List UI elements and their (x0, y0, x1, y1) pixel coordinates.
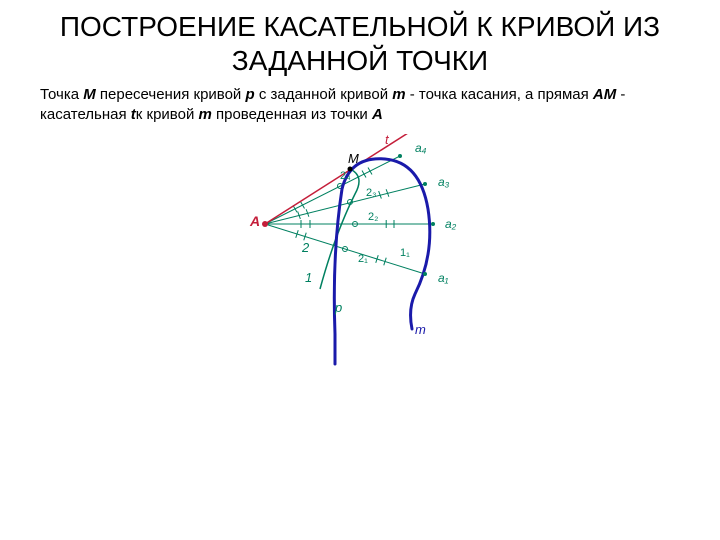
diagram-container: a₄a₃a₂a₁2₄2₃2₂2₁1₁AM12tpm (0, 134, 720, 374)
svg-text:m: m (415, 322, 426, 337)
svg-text:a₄: a₄ (415, 141, 427, 155)
svg-text:M: M (348, 151, 359, 166)
svg-text:2₁: 2₁ (358, 253, 368, 265)
svg-text:2₄: 2₄ (340, 170, 351, 182)
svg-text:2₂: 2₂ (368, 211, 378, 223)
svg-text:a₃: a₃ (438, 175, 450, 189)
svg-text:2: 2 (301, 240, 310, 255)
svg-text:A: A (249, 213, 260, 229)
svg-text:a₂: a₂ (445, 217, 457, 231)
svg-text:a₁: a₁ (438, 271, 449, 285)
svg-text:1: 1 (305, 270, 312, 285)
svg-text:2₃: 2₃ (366, 187, 377, 199)
geometry-diagram: a₄a₃a₂a₁2₄2₃2₂2₁1₁AM12tpm (240, 134, 480, 374)
svg-text:1₁: 1₁ (400, 247, 410, 259)
page-title: ПОСТРОЕНИЕ КАСАТЕЛЬНОЙ К КРИВОЙ ИЗ ЗАДАН… (0, 0, 720, 77)
description-text: Точка M пересечения кривой p с заданной … (0, 77, 720, 124)
svg-text:p: p (334, 300, 342, 315)
